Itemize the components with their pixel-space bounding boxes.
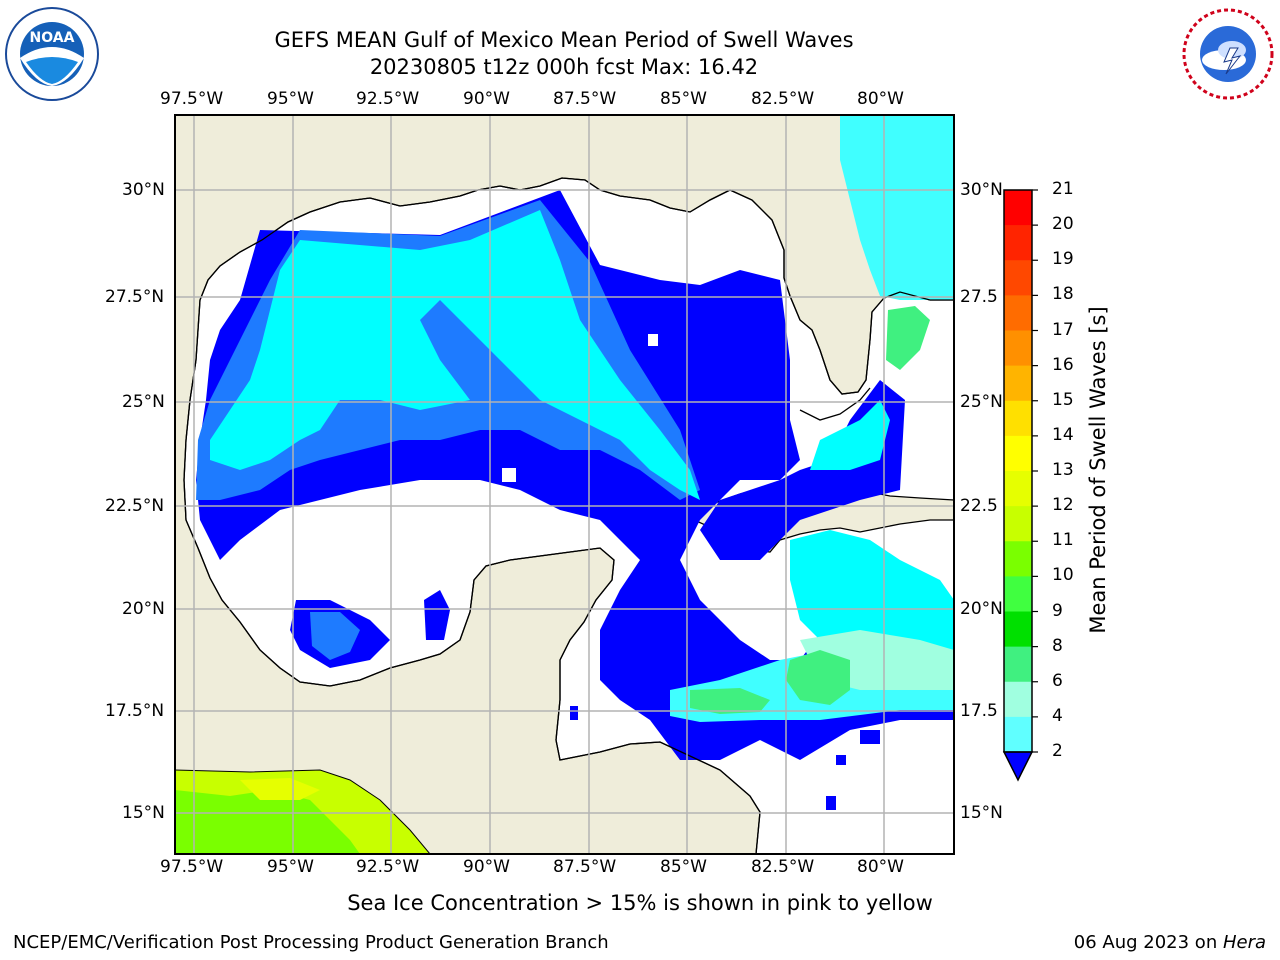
lat-label-right: 20°N (960, 599, 1003, 619)
lat-label-left: 25°N (122, 392, 165, 412)
lat-label-left: 15°N (122, 803, 165, 823)
colorbar-band (1004, 681, 1032, 718)
lat-label-left: 27.5°N (105, 287, 165, 307)
lat-label-right: 17.5 (960, 701, 998, 721)
footer-host: Hera (1222, 932, 1266, 953)
colorbar-label: Mean Period of Swell Waves [s] (1086, 306, 1110, 634)
colorbar-tick-label: 8 (1052, 635, 1063, 656)
colorbar-band (1004, 611, 1032, 648)
colorbar-band (1004, 365, 1032, 402)
colorbar-band (1004, 576, 1032, 612)
colorbar-tick-label: 19 (1052, 249, 1074, 270)
colorbar-band (1004, 190, 1032, 226)
colorbar-band (1004, 400, 1032, 437)
lon-label-bottom: 87.5°W (553, 857, 617, 877)
lon-label-top: 87.5°W (553, 89, 617, 109)
colorbar-under-arrow (1002, 751, 1034, 782)
colorbar-band (1004, 541, 1032, 577)
swell-period-field (175, 115, 954, 854)
colorbar-band (1004, 506, 1032, 542)
lat-label-right: 27.5 (960, 287, 998, 307)
lat-label-left: 30°N (122, 180, 165, 200)
map-subtitle: 20230805 t12z 000h fcst Max: 16.42 (369, 55, 759, 79)
lat-label-right: 25°N (960, 392, 1003, 412)
lon-label-top: 90°W (463, 89, 510, 109)
lat-label-left: 22.5°N (105, 496, 165, 516)
lon-label-bottom: 92.5°W (356, 857, 420, 877)
noaa-logo-text: NOAA (30, 30, 75, 46)
lon-label-top: 92.5°W (356, 89, 420, 109)
colorbar-tick-label: 18 (1052, 284, 1074, 305)
lat-label-left: 17.5°N (105, 701, 165, 721)
colorbar-tick-label: 9 (1052, 600, 1063, 621)
footer-right: 06 Aug 2023 on Hera (1074, 932, 1266, 953)
colorbar-tick-label: 12 (1052, 495, 1074, 516)
colorbar-tick-label: 11 (1052, 530, 1074, 551)
lon-label-bottom: 85°W (660, 857, 707, 877)
lon-label-bottom: 82.5°W (751, 857, 815, 877)
colorbar (1002, 189, 1038, 782)
colorbar-tick-label: 21 (1052, 179, 1074, 199)
colorbar-tick-label: 14 (1052, 424, 1074, 445)
colorbar-tick-label: 15 (1052, 389, 1074, 410)
footer-date: 06 Aug 2023 on (1073, 932, 1223, 953)
lon-label-bottom: 90°W (463, 857, 510, 877)
colorbar-tick-label: 4 (1052, 705, 1063, 726)
colorbar-band (1004, 471, 1032, 507)
lon-label-top: 85°W (660, 89, 707, 109)
sea-ice-note: Sea Ice Concentration > 15% is shown in … (347, 891, 933, 915)
colorbar-tick-label: 20 (1052, 214, 1074, 235)
lon-label-top: 97.5°W (160, 89, 224, 109)
map-frame (174, 114, 955, 855)
lon-label-bottom: 95°W (267, 857, 314, 877)
colorbar-band (1004, 646, 1032, 683)
nws-logo (1182, 8, 1274, 100)
colorbar-band (1004, 435, 1032, 472)
colorbar-tick-label: 13 (1052, 460, 1074, 480)
lat-label-right: 30°N (960, 180, 1003, 200)
lat-label-right: 22.5 (960, 496, 998, 516)
footer-left: NCEP/EMC/Verification Post Processing Pr… (13, 932, 609, 953)
lat-label-right: 15°N (960, 803, 1003, 823)
map-gridlines (175, 115, 954, 854)
colorbar-band (1004, 260, 1032, 296)
map-title: GEFS MEAN Gulf of Mexico Mean Period of … (274, 28, 854, 52)
colorbar-band (1004, 330, 1032, 367)
colorbar-tick-label: 10 (1052, 565, 1074, 586)
lon-label-bottom: 97.5°W (160, 857, 224, 877)
lat-label-left: 20°N (122, 599, 165, 619)
colorbar-band (1004, 225, 1032, 261)
colorbar-tick-label: 6 (1052, 670, 1063, 691)
colorbar-tick-label: 2 (1052, 741, 1063, 761)
lon-label-top: 95°W (267, 89, 314, 109)
noaa-logo: NOAA (5, 7, 99, 101)
lon-label-bottom: 80°W (857, 857, 904, 877)
lon-label-top: 80°W (857, 89, 904, 109)
lon-label-top: 82.5°W (751, 89, 815, 109)
colorbar-tick-label: 16 (1052, 354, 1074, 375)
colorbar-band (1004, 716, 1032, 753)
colorbar-tick-label: 17 (1052, 319, 1074, 340)
colorbar-band (1004, 295, 1032, 331)
